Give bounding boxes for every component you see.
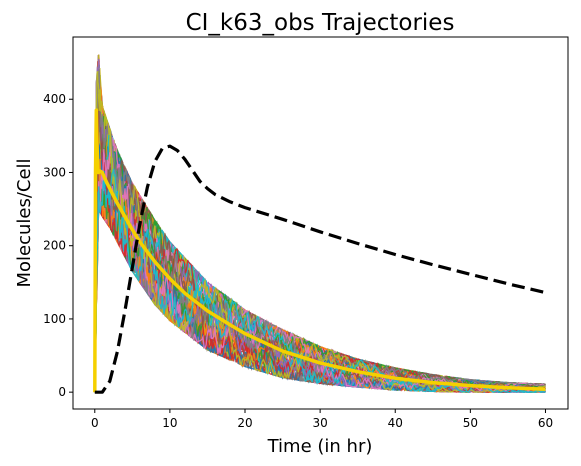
trajectory-line: [95, 61, 546, 392]
trajectory-line: [95, 55, 546, 392]
x-axis-ticks: 0 10 20 30 40 50 60: [91, 409, 553, 430]
trajectory-line: [95, 61, 546, 392]
x-axis-label: Time (in hr): [267, 436, 373, 457]
x-tick-label: 30: [312, 416, 327, 430]
trajectory-line: [95, 59, 546, 392]
y-tick-label: 0: [58, 385, 66, 399]
trajectory-line: [95, 55, 546, 393]
x-tick-label: 60: [538, 416, 553, 430]
y-tick-label: 100: [43, 312, 66, 326]
y-axis-ticks: 0 100 200 300 400: [43, 92, 73, 399]
x-tick-label: 50: [463, 416, 478, 430]
y-tick-label: 200: [43, 239, 66, 253]
y-tick-label: 400: [43, 92, 66, 106]
chart-title: CI_k63_obs Trajectories: [186, 10, 455, 36]
y-tick-label: 300: [43, 165, 66, 179]
trajectory-line: [95, 65, 546, 393]
x-tick-label: 20: [237, 416, 252, 430]
x-tick-label: 0: [91, 416, 99, 430]
stochastic-trajectories: [95, 55, 546, 393]
trajectory-line: [95, 62, 546, 392]
trajectory-line: [95, 55, 546, 393]
x-tick-label: 10: [162, 416, 177, 430]
y-axis-label: Molecules/Cell: [14, 158, 35, 287]
trajectory-line: [95, 61, 546, 392]
x-tick-label: 40: [388, 416, 403, 430]
